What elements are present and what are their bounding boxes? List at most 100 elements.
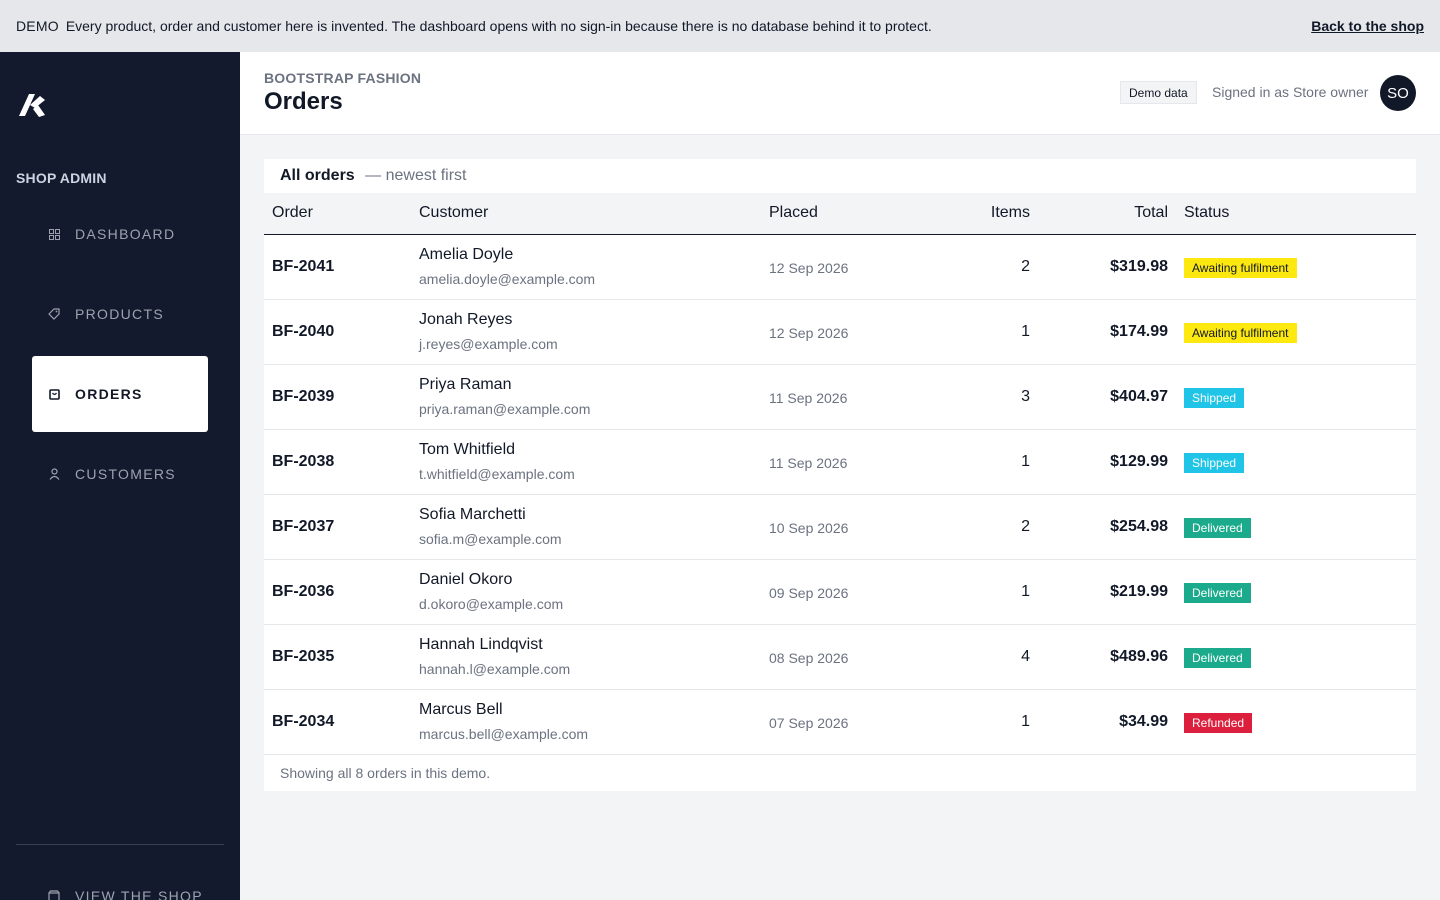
view-shop-link[interactable]: VIEW THE SHOP (48, 888, 203, 900)
order-id[interactable]: BF-2038 (272, 453, 335, 470)
order-id[interactable]: BF-2036 (272, 583, 335, 600)
column-header-order[interactable]: Order (272, 204, 313, 221)
customer-email: amelia.doyle@example.com (419, 271, 596, 287)
sidebar-section-label: SHOP ADMIN (16, 170, 107, 186)
order-date: 09 Sep 2026 (769, 585, 849, 601)
demo-tag: DEMO (16, 18, 59, 34)
customer-name: Amelia Doyle (419, 246, 514, 263)
status-badge: Awaiting fulfilment (1184, 258, 1297, 278)
order-id[interactable]: BF-2039 (272, 388, 335, 405)
order-date: 11 Sep 2026 (769, 390, 848, 406)
status-badge: Delivered (1184, 648, 1251, 668)
item-count: 3 (1021, 388, 1030, 405)
demo-banner: DEMO Every product, order and customer h… (0, 0, 1440, 52)
table-row[interactable]: BF-2040 Jonah Reyes j.reyes@example.com 12 … (264, 300, 1416, 365)
order-date: 12 Sep 2026 (769, 325, 849, 341)
item-count: 1 (1021, 453, 1030, 470)
status-badge: Delivered (1184, 518, 1251, 538)
column-header-items[interactable]: Items (990, 204, 1030, 221)
customer-email: t.whitfield@example.com (419, 466, 575, 482)
order-total: $174.99 (1110, 323, 1168, 340)
table-row[interactable]: BF-2037 Sofia Marchetti sofia.m@example.co… (264, 495, 1416, 560)
status-badge: Awaiting fulfilment (1184, 323, 1297, 343)
orders-card: All orders — newest first Order Customer… (264, 159, 1416, 791)
customer-name: Jonah Reyes (419, 311, 513, 328)
orders-card-heading: All orders — newest first (280, 167, 467, 185)
order-id[interactable]: BF-2035 (272, 648, 335, 665)
sidebar-item-label: DASHBOARD (75, 226, 176, 242)
order-total: $404.97 (1110, 388, 1168, 405)
table-row[interactable]: BF-2036 Daniel Okoro d.okoro@example.com 09… (264, 560, 1416, 625)
customer-name: Daniel Okoro (419, 571, 513, 588)
sidebar-item-dashboard[interactable]: DASHBOARD (32, 196, 208, 272)
shopping-bag-icon (48, 388, 60, 400)
column-header-status[interactable]: Status (1184, 204, 1230, 221)
view-shop-label: VIEW THE SHOP (75, 888, 203, 900)
sidebar-item-products[interactable]: PRODUCTS (32, 276, 208, 352)
item-count: 2 (1021, 258, 1030, 275)
sidebar-item-label: PRODUCTS (75, 306, 164, 322)
customer-name: Tom Whitfield (419, 441, 516, 458)
order-id[interactable]: BF-2037 (272, 518, 335, 535)
order-date: 07 Sep 2026 (769, 715, 849, 731)
page-header: BOOTSTRAP FASHION Orders Demo data Signe… (240, 52, 1440, 135)
sidebar-item-label: ORDERS (75, 386, 143, 402)
order-date: 10 Sep 2026 (769, 520, 849, 536)
item-count: 4 (1021, 648, 1030, 665)
item-count: 1 (1021, 713, 1030, 730)
table-row[interactable]: BF-2039 Priya Raman priya.raman@example.co… (264, 365, 1416, 430)
storefront-icon (48, 890, 60, 900)
order-date: 08 Sep 2026 (769, 650, 849, 666)
sidebar-divider (16, 844, 224, 845)
customer-email: hannah.l@example.com (419, 661, 571, 677)
demo-message: Every product, order and customer here i… (65, 18, 932, 34)
column-header-total[interactable]: Total (1134, 204, 1168, 221)
customer-email: marcus.bell@example.com (419, 726, 589, 742)
avatar[interactable]: SO (1380, 75, 1416, 111)
table-row[interactable]: BF-2038 Tom Whitfield t.whitfield@example.… (264, 430, 1416, 495)
signed-in-text: Signed in as Store owner (1212, 84, 1369, 100)
sidebar-item-customers[interactable]: CUSTOMERS (32, 436, 208, 512)
order-id[interactable]: BF-2040 (272, 323, 335, 340)
table-row[interactable]: BF-2041 Amelia Doyle amelia.doyle@example.… (264, 235, 1416, 300)
customer-email: d.okoro@example.com (419, 596, 564, 612)
logo-icon[interactable] (16, 90, 46, 120)
item-count: 1 (1021, 583, 1030, 600)
sidebar: SHOP ADMIN DASHBOARD PRODUCTS ORDERS CUS… (0, 52, 240, 900)
column-header-placed[interactable]: Placed (769, 204, 818, 221)
order-total: $319.98 (1110, 258, 1168, 275)
item-count: 1 (1021, 323, 1030, 340)
customer-name: Priya Raman (419, 376, 512, 393)
customer-email: sofia.m@example.com (419, 531, 562, 547)
order-id[interactable]: BF-2034 (272, 713, 335, 730)
status-badge: Delivered (1184, 583, 1251, 603)
tag-icon (48, 308, 60, 320)
order-total: $219.99 (1110, 583, 1168, 600)
orders-heading: All orders (280, 167, 355, 184)
customer-name: Sofia Marchetti (419, 506, 526, 523)
order-id[interactable]: BF-2041 (272, 258, 335, 275)
table-row[interactable]: BF-2035 Hannah Lindqvist hannah.l@example.… (264, 625, 1416, 690)
table-header: Order Customer Placed Items Total Status (264, 193, 1416, 235)
order-total: $34.99 (1119, 713, 1168, 730)
status-badge: Shipped (1184, 453, 1245, 473)
user-icon (48, 468, 60, 480)
page-title: Orders (264, 88, 343, 115)
table-row[interactable]: BF-2034 Marcus Bell marcus.bell@example.co… (264, 690, 1416, 755)
customer-email: priya.raman@example.com (419, 401, 591, 417)
orders-footer: Showing all 8 orders in this demo. (280, 765, 491, 781)
customer-email: j.reyes@example.com (419, 336, 558, 352)
order-total: $129.99 (1110, 453, 1168, 470)
store-name: BOOTSTRAP FASHION (264, 70, 422, 86)
order-total: $254.98 (1110, 518, 1168, 535)
order-total: $489.96 (1110, 648, 1168, 665)
orders-subheading: — newest first (365, 167, 467, 184)
item-count: 2 (1021, 518, 1030, 535)
sidebar-item-label: CUSTOMERS (75, 466, 176, 482)
sidebar-item-orders[interactable]: ORDERS (32, 356, 208, 432)
order-date: 11 Sep 2026 (769, 455, 848, 471)
back-to-shop-link[interactable]: Back to the shop (1311, 18, 1424, 34)
column-header-customer[interactable]: Customer (419, 204, 489, 221)
customer-name: Hannah Lindqvist (419, 636, 543, 653)
grid-icon (48, 228, 60, 240)
